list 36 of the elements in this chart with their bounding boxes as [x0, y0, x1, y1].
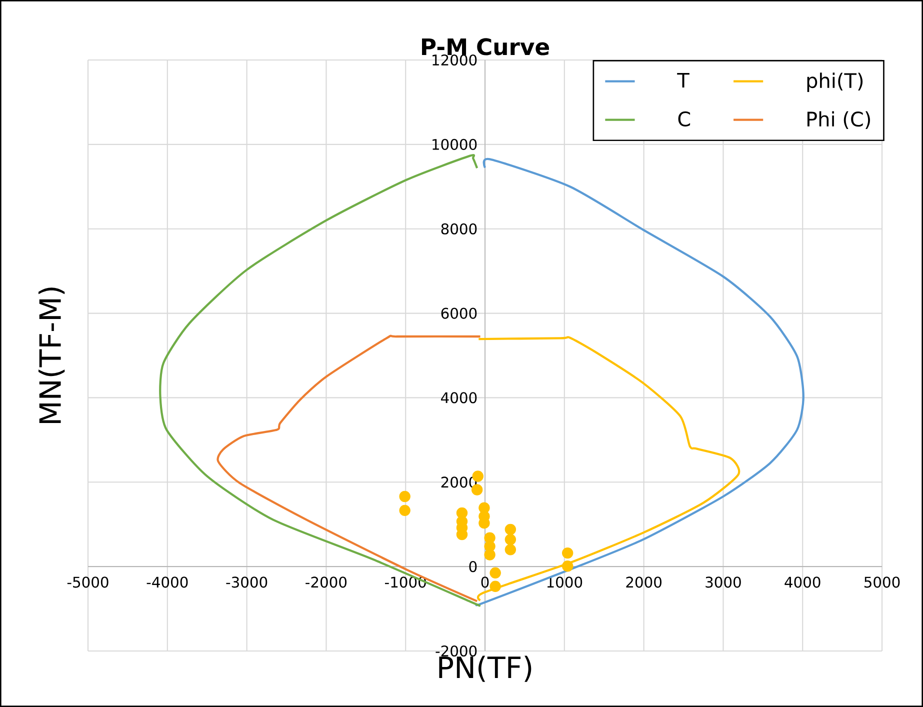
y-tick-label: 0	[469, 561, 477, 572]
y-tick-label: 4000	[441, 392, 477, 404]
legend-label: C	[678, 111, 690, 127]
y-axis-title: MN(TF-M)	[38, 288, 65, 424]
point	[562, 560, 574, 572]
point	[504, 544, 516, 556]
line-series	[478, 336, 740, 602]
y-tick-label: -2000	[436, 645, 477, 657]
point	[399, 504, 410, 516]
legend-label: Phi (C)	[807, 111, 870, 130]
y-tick-label: 8000	[441, 223, 477, 234]
x-tick-label: -2000	[306, 576, 347, 588]
x-tick-label: 2000	[626, 576, 662, 588]
y-tick-label: 12000	[432, 54, 477, 66]
x-tick-label: 3000	[706, 576, 741, 588]
x-tick-label: 4000	[784, 576, 820, 588]
y-tick-label: 6000	[441, 308, 477, 319]
point	[484, 549, 496, 560]
legend-label: T	[677, 72, 690, 88]
point	[504, 534, 516, 546]
chart-title: P-M Curve	[422, 38, 549, 56]
x-tick-label: -4000	[146, 576, 188, 588]
x-tick-label: 1000	[547, 576, 582, 588]
point	[562, 547, 574, 559]
point	[399, 490, 410, 502]
point	[490, 580, 501, 592]
x-axis-title: PN(TF)	[439, 656, 532, 682]
x-tick-label: -3000	[226, 576, 268, 588]
point	[490, 567, 501, 579]
line-series	[217, 334, 482, 602]
y-tick-label: 10000	[432, 138, 477, 150]
x-tick-label: 5000	[864, 576, 900, 588]
point	[504, 524, 516, 536]
x-tick-label: -5000	[67, 576, 108, 588]
x-tick-label: 0	[481, 576, 489, 588]
legend-label: phi(T)	[807, 72, 863, 92]
